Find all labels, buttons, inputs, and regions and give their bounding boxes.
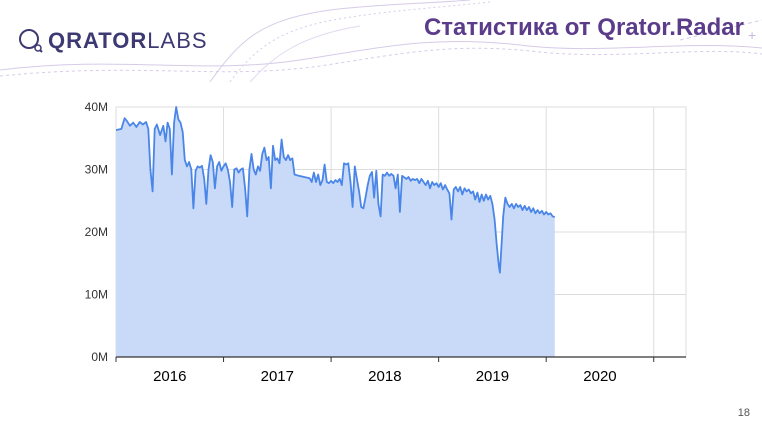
x-tick-label: 2019 — [476, 368, 509, 385]
x-tick-label: 2017 — [261, 368, 294, 385]
y-tick-label: 20M — [85, 225, 108, 239]
y-tick-label: 10M — [85, 288, 108, 302]
series-line — [115, 106, 556, 274]
wave-decoration: + — [0, 0, 762, 82]
logo-text-light: LABS — [147, 28, 208, 53]
x-tick-label: 2018 — [368, 368, 401, 385]
slide-title: Статистика от Qrator.Radar — [423, 14, 744, 41]
y-tick-label: 0M — [91, 350, 108, 364]
slide-header: + QRATORLABS Статистика от Qrator.Radar — [0, 0, 762, 82]
series-area — [116, 107, 555, 357]
x-tick-label: 2020 — [583, 368, 616, 385]
logo-mark-icon — [19, 29, 43, 53]
qrator-logo: QRATORLABS — [18, 28, 208, 54]
svg-text:+: + — [748, 27, 756, 43]
y-tick-label: 30M — [85, 163, 108, 177]
y-tick-label: 40M — [85, 100, 108, 114]
x-tick-label: 2016 — [153, 368, 186, 385]
page-number: 18 — [737, 407, 750, 419]
logo-text-bold: QRATOR — [48, 28, 148, 53]
